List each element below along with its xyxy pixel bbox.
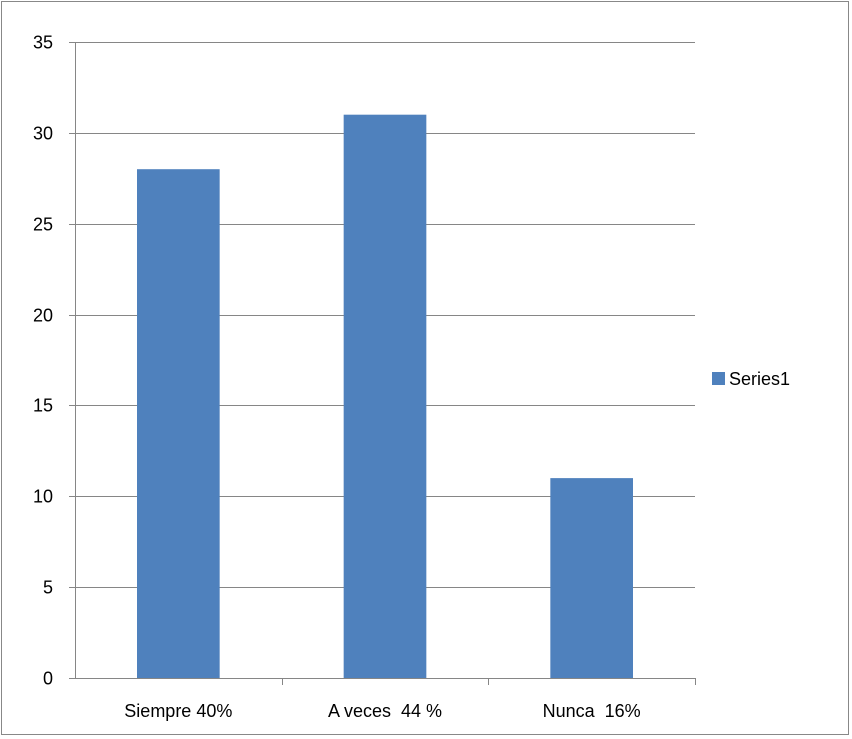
y-tick-label: 35: [33, 33, 53, 53]
legend: Series1: [712, 369, 790, 389]
x-tick-label: A veces 44 %: [328, 701, 442, 721]
x-tick-label: Siempre 40%: [124, 701, 232, 721]
legend-label-series1: Series1: [729, 369, 790, 389]
y-tick-label: 10: [33, 487, 53, 507]
x-tick-label: Nunca 16%: [543, 701, 641, 721]
y-axis-tick-labels: 0 5 10 15 20 25 30 35: [33, 33, 53, 689]
y-tick-label: 0: [43, 669, 53, 689]
axes: [69, 42, 696, 685]
y-tick-label: 25: [33, 215, 53, 235]
legend-swatch-series1: [712, 372, 725, 385]
y-tick-label: 5: [43, 578, 53, 598]
x-axis-tick-labels: Siempre 40% A veces 44 % Nunca 16%: [124, 701, 640, 721]
y-tick-label: 30: [33, 124, 53, 144]
y-tick-label: 15: [33, 396, 53, 416]
y-tick-label: 20: [33, 306, 53, 326]
bar: [137, 169, 220, 678]
bars: [137, 114, 633, 678]
bar: [343, 114, 427, 678]
bar: [550, 478, 633, 678]
